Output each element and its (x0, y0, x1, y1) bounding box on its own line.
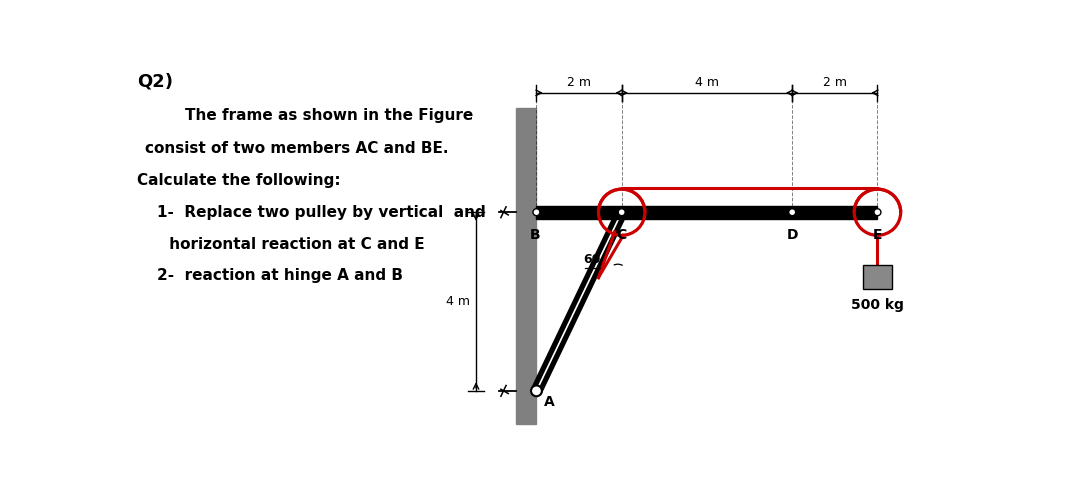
Circle shape (532, 209, 540, 216)
Text: 60: 60 (583, 253, 600, 266)
Circle shape (531, 385, 542, 396)
Circle shape (788, 209, 796, 216)
Text: Q2): Q2) (137, 72, 173, 90)
Text: The frame as shown in the Figure: The frame as shown in the Figure (164, 108, 474, 124)
Text: 1-  Replace two pulley by vertical  and: 1- Replace two pulley by vertical and (157, 205, 485, 220)
Text: E: E (873, 228, 882, 242)
Text: 4 m: 4 m (694, 76, 719, 89)
Text: 2 m: 2 m (823, 76, 847, 89)
Text: Calculate the following:: Calculate the following: (137, 173, 341, 188)
Text: C: C (617, 228, 626, 242)
Bar (863, 264, 892, 289)
Text: 2-  reaction at hinge A and B: 2- reaction at hinge A and B (157, 268, 403, 283)
Bar (537, 206, 877, 219)
Text: horizontal reaction at C and E: horizontal reaction at C and E (164, 237, 426, 252)
Text: consist of two members AC and BE.: consist of two members AC and BE. (145, 140, 448, 155)
Text: B: B (529, 228, 540, 242)
Text: D: D (786, 228, 798, 242)
Circle shape (874, 209, 881, 216)
Bar (516, 108, 537, 424)
Text: A: A (544, 395, 555, 409)
Text: 500 kg: 500 kg (851, 298, 904, 312)
Text: 2 m: 2 m (567, 76, 591, 89)
Circle shape (618, 209, 625, 216)
Text: 4 m: 4 m (446, 295, 470, 308)
